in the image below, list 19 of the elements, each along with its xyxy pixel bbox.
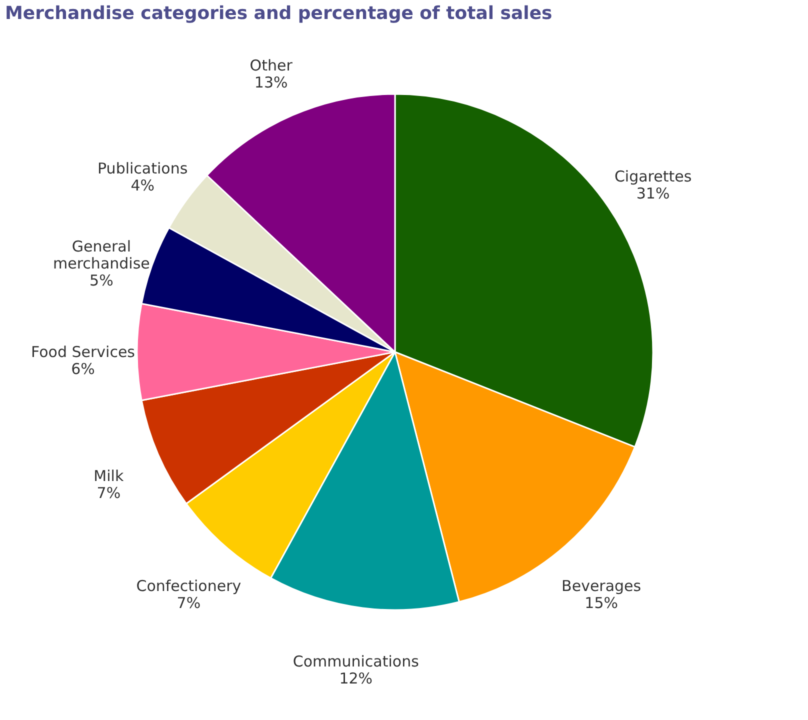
slice-label: Food Services — [31, 343, 136, 361]
data-label: 4% — [130, 176, 154, 195]
data-label: 31% — [636, 184, 670, 203]
data-label: 13% — [254, 74, 288, 92]
chart-title: Merchandise categories and percentage of total sales — [5, 3, 552, 24]
data-label: 7% — [96, 484, 121, 502]
slice-label: Beverages — [562, 577, 642, 596]
data-label: 6% — [71, 360, 95, 378]
data-label: 12% — [339, 670, 373, 688]
data-label: 5% — [90, 271, 114, 290]
slice-label: Publications — [98, 160, 188, 178]
slice-label: Communications — [292, 652, 420, 671]
slice-label: Milk — [94, 466, 124, 485]
slice-label: General merchandise — [53, 237, 150, 272]
slice-label: Confectionery — [136, 577, 242, 596]
data-label: 7% — [176, 594, 201, 612]
slice-label: Other — [250, 56, 294, 75]
slice-label: Cigarettes — [614, 168, 692, 186]
data-label: 15% — [584, 594, 618, 612]
